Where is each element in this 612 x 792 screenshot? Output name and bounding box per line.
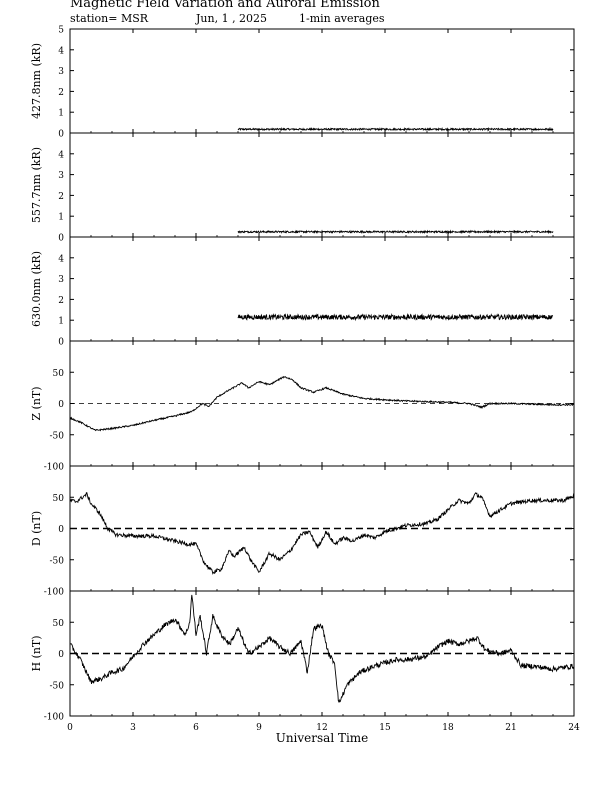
y-tick-label: -100 [44,588,64,598]
y-axis-label-5: D (nT) [30,511,43,546]
y-tick-label: 0 [58,525,64,535]
y-tick-label: -50 [50,681,65,691]
x-tick-label: 3 [130,723,136,733]
y-tick-label: -100 [44,463,64,473]
y-tick-label: 1 [58,317,64,327]
series-line-5 [69,492,575,575]
y-tick-label: 3 [58,67,64,77]
panel-frame-1 [69,28,575,134]
averaging-label: 1-min averages [299,12,385,25]
panel-frame-2 [69,132,575,238]
y-axis-label-2: 557.7nm (kR) [30,147,43,223]
y-tick-label: 3 [58,171,64,181]
x-tick-label: 21 [505,723,516,733]
y-tick-label: 0 [58,234,64,244]
series-line-4 [69,375,575,432]
y-tick-label: 4 [58,254,64,264]
y-tick-label: 3 [58,275,64,285]
y-axis-label-3: 630.0nm (kR) [30,251,43,327]
x-tick-label: 6 [193,723,199,733]
x-tick-label: 0 [67,723,73,733]
y-tick-label: -50 [50,556,65,566]
y-tick-label: 50 [53,619,65,629]
x-tick-label: 15 [379,723,391,733]
y-tick-label: 50 [53,494,65,504]
station-label: station= MSR [70,12,149,25]
y-axis-label-4: Z (nT) [30,386,43,420]
x-tick-label: 9 [256,723,262,733]
y-tick-label: 4 [58,46,64,56]
y-tick-label: 5 [58,26,64,36]
y-tick-label: 2 [58,296,64,306]
x-tick-label: 12 [316,723,327,733]
series-line-2 [237,229,554,235]
y-axis-label-1: 427.8nm (kR) [30,43,43,119]
panel-frame-3 [69,236,575,342]
series-line-3 [237,313,554,322]
y-tick-label: 2 [58,192,64,202]
y-tick-label: 0 [58,338,64,348]
panel-frame-5 [69,465,575,592]
series-line-6 [69,594,575,703]
y-tick-label: -100 [44,713,64,723]
y-tick-label: 2 [58,88,64,98]
series-line-1 [237,126,554,132]
y-tick-label: 4 [58,150,64,160]
x-tick-label: 18 [442,723,454,733]
y-axis-label-6: H (nT) [30,635,43,671]
y-tick-label: -50 [50,431,65,441]
y-tick-label: 1 [58,109,64,119]
y-tick-label: 1 [58,213,64,223]
chart-title: Magnetic Field Variation and Auroral Emi… [70,0,380,11]
y-tick-label: 0 [58,400,64,410]
y-tick-label: 0 [58,650,64,660]
y-tick-label: 50 [53,369,65,379]
y-tick-label: 0 [58,130,64,140]
x-axis-label: Universal Time [276,731,369,745]
x-tick-label: 24 [568,723,580,733]
date-label: Jun, 1 , 2025 [196,12,268,25]
